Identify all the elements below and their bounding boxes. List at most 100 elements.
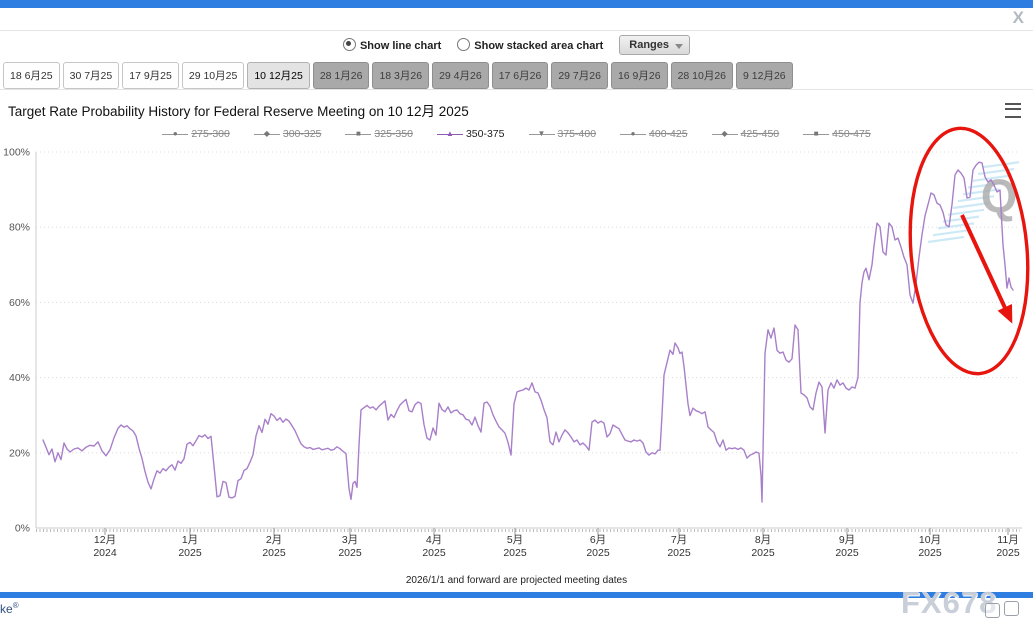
legend-label: 375-400	[557, 128, 597, 140]
y-axis-label: 40%	[9, 372, 30, 384]
date-tab[interactable]: 17 9月25	[122, 62, 179, 89]
meeting-date-tabs: 18 6月25 30 7月25 17 9月25 29 10月25 10 12月25 28 …	[3, 62, 793, 89]
quikstrike-hatch-watermark	[947, 208, 985, 216]
quikstrike-hatch-watermark	[972, 174, 1010, 182]
quikstrike-hatch-watermark	[952, 201, 990, 210]
date-tab[interactable]: 18 6月25	[3, 62, 60, 89]
date-tab[interactable]: 30 7月25	[62, 62, 120, 89]
chart-title: Target Rate Probability History for Fede…	[8, 104, 469, 119]
legend-marker-icon: ◆	[711, 129, 738, 139]
date-tab[interactable]: 10 12月25	[247, 62, 310, 89]
legend-marker-icon: ■	[803, 129, 830, 139]
x-axis-year-label: 2025	[667, 547, 691, 559]
legend-item[interactable]: ■ 450-475	[803, 128, 871, 140]
radio-line-chart[interactable]: Show line chart	[342, 38, 442, 52]
legend-item[interactable]: ▼ 375-400	[528, 128, 597, 140]
date-tab[interactable]: 17 6月26	[491, 62, 549, 89]
legend-marker-icon: ●	[162, 129, 189, 139]
x-axis-year-label: 2025	[586, 547, 610, 559]
series-line-350-375	[42, 161, 1014, 503]
date-tab[interactable]: 29 7月26	[551, 62, 608, 89]
x-axis-month-label: 11月	[997, 534, 1018, 546]
x-axis-year-label: 2025	[262, 547, 286, 559]
y-axis-label: 20%	[9, 447, 30, 459]
divider	[0, 30, 1033, 31]
play-social-icon	[985, 603, 1000, 618]
annotation-ellipse	[908, 126, 1030, 376]
projection-note: 2026/1/1 and forward are projected meeti…	[405, 575, 628, 586]
quikstrike-logo-fragment: ke®	[0, 601, 19, 616]
divider	[0, 89, 1033, 90]
legend-item[interactable]: ● 400-425	[620, 128, 688, 140]
y-axis-label: 100%	[3, 147, 30, 159]
quikstrike-hatch-watermark	[942, 215, 980, 223]
x-axis-month-label: 5月	[507, 534, 523, 546]
legend-label: 275-300	[191, 128, 230, 140]
legend-item[interactable]: ◆ 300-325	[253, 128, 322, 140]
x-axis-month-label: 2月	[266, 534, 282, 546]
radio-stacked-chart-label: Show stacked area chart	[474, 40, 604, 52]
fx678-watermark: FX678	[901, 585, 998, 620]
quikstrike-hatch-watermark	[982, 161, 1020, 169]
hamburger-menu-icon[interactable]	[1005, 103, 1021, 118]
chart-mode-controls: Show line chart Show stacked area chart …	[0, 35, 1033, 55]
legend-marker-icon: ▲	[436, 129, 463, 139]
linkedin-social-icon	[1004, 601, 1019, 616]
x-axis-year-label: 2025	[751, 547, 775, 559]
legend-label: 400-425	[649, 128, 688, 140]
legend-label: 300-325	[282, 128, 322, 140]
x-axis-year-label: 2025	[178, 547, 202, 559]
x-axis-year-label: 2025	[835, 547, 859, 559]
x-axis-year-label: 2024	[93, 547, 117, 559]
legend-marker-icon: ▼	[528, 129, 555, 139]
x-axis-month-label: 3月	[342, 534, 358, 546]
y-axis-label: 60%	[9, 297, 30, 309]
y-axis-label: 0%	[15, 523, 30, 535]
date-tab[interactable]: 29 4月26	[432, 62, 489, 89]
x-axis-month-label: 4月	[426, 534, 442, 546]
close-icon[interactable]: X	[1012, 8, 1024, 27]
date-tab[interactable]: 16 9月26	[610, 62, 668, 89]
x-axis-month-label: 1月	[182, 534, 198, 546]
ranges-dropdown[interactable]: Ranges	[619, 35, 691, 55]
legend-item[interactable]: ● 275-300	[162, 128, 230, 140]
quikstrike-hatch-watermark	[927, 235, 965, 244]
chart-legend: ● 275-300 ◆ 300-325 ■ 325-350 ▲ 350-375 ▼ 375-400…	[0, 128, 1033, 140]
date-tab[interactable]: 28 10月26	[670, 62, 734, 89]
radio-unselected-icon[interactable]	[457, 38, 471, 51]
legend-label: 325-350	[374, 128, 413, 140]
quikstrike-hatch-watermark	[962, 188, 1000, 196]
date-tab[interactable]: 28 1月26	[312, 62, 370, 89]
annotation-arrow	[960, 214, 1013, 324]
radio-stacked-chart[interactable]: Show stacked area chart	[457, 38, 603, 52]
x-axis-month-label: 7月	[671, 534, 687, 546]
x-axis-year-label: 2025	[918, 547, 942, 559]
quikstrike-hatch-watermark	[967, 181, 1005, 189]
x-axis-month-label: 9月	[839, 534, 855, 546]
radio-selected-icon[interactable]	[342, 38, 356, 51]
x-axis-month-label: 10月	[919, 534, 941, 546]
x-axis-year-label: 2025	[996, 547, 1020, 559]
y-axis-label: 80%	[9, 222, 30, 234]
x-axis-year-label: 2025	[422, 547, 446, 559]
legend-marker-icon: ●	[620, 129, 647, 139]
radio-line-chart-label: Show line chart	[359, 40, 442, 52]
bottom-accent-bar	[0, 592, 1033, 598]
top-accent-bar	[0, 0, 1033, 8]
quikstrike-hatch-watermark	[957, 195, 995, 203]
x-axis-month-label: 12月	[94, 534, 116, 546]
legend-item[interactable]: ■ 325-350	[345, 128, 413, 140]
legend-item[interactable]: ▲ 350-375	[436, 128, 505, 140]
x-axis-month-label: 6月	[590, 534, 606, 546]
date-tab[interactable]: 29 10月25	[181, 62, 245, 89]
x-axis-year-label: 2025	[503, 547, 527, 559]
date-tab[interactable]: 9 12月26	[736, 62, 793, 89]
legend-marker-icon: ◆	[253, 129, 280, 139]
date-tab[interactable]: 18 3月26	[372, 62, 430, 89]
legend-item[interactable]: ◆ 425-450	[711, 128, 780, 140]
legend-label: 425-450	[740, 128, 780, 140]
x-axis-year-label: 2025	[338, 547, 362, 559]
legend-label: 350-375	[465, 128, 505, 140]
